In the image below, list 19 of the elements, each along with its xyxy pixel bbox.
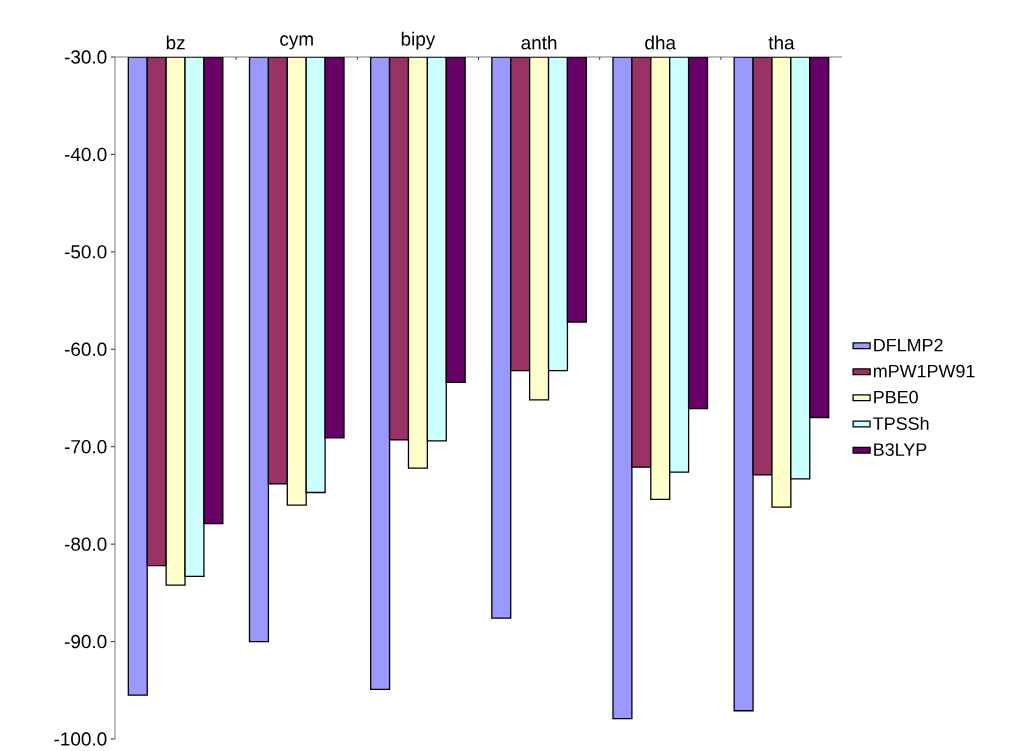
x-tick-label: cym [280,35,313,50]
x-tick-label: anth [521,35,557,50]
y-tick-label: -90.0 [64,634,107,649]
x-tick-label: bz [166,35,185,50]
y-tick-label: -80.0 [64,537,107,551]
y-tick-label: -60.0 [64,342,107,356]
y-tick-label: -30.0 [64,50,107,64]
y-tick-label: -40.0 [64,147,107,162]
legend-label: mPW1PW91 [873,364,975,378]
x-tick-label: tha [768,35,795,50]
legend-label: DFLMP2 [874,338,943,352]
x-tick-label: bipy [401,31,436,50]
legend-label: B3LYP [874,443,927,456]
y-tick-label: -100.0 [54,732,107,746]
legend-label: PBE0 [874,390,918,404]
x-tick-label: dha [645,35,677,50]
legend-label: TPSSh [873,416,929,430]
y-tick-label: -70.0 [64,440,107,454]
y-tick-label: -50.0 [64,245,107,259]
